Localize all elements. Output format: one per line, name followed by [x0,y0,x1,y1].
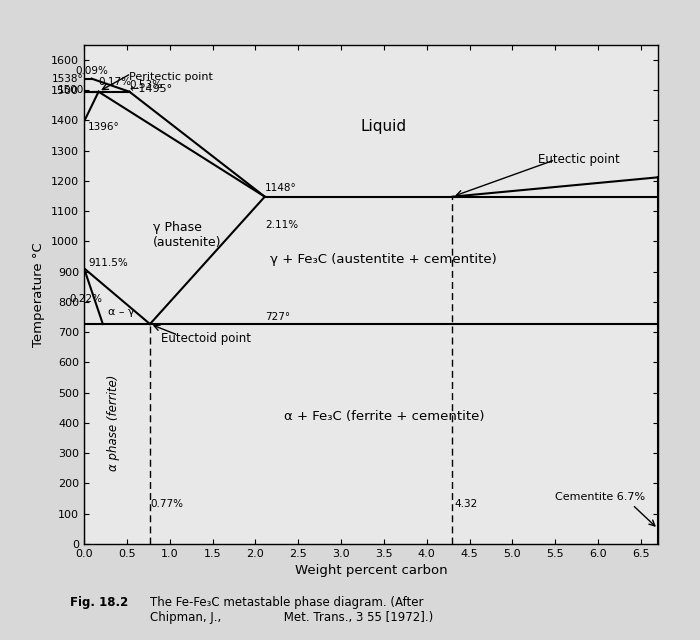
Text: γ + Fe₃C (austentite + cementite): γ + Fe₃C (austentite + cementite) [270,253,497,266]
Text: α + Fe₃C (ferrite + cementite): α + Fe₃C (ferrite + cementite) [284,410,484,424]
Text: Liquid: Liquid [360,119,407,134]
Text: 727°: 727° [265,312,290,322]
X-axis label: Weight percent carbon: Weight percent carbon [295,564,447,577]
Text: 4.32: 4.32 [454,499,477,509]
Text: 0.09%: 0.09% [76,66,108,76]
Text: The Fe-Fe₃C metastable phase diagram. (After
Chipman, J.,      Met. Trans., 3 55: The Fe-Fe₃C metastable phase diagram. (A… [150,596,434,625]
Text: 0.77%: 0.77% [150,499,183,509]
Text: α phase (ferrite): α phase (ferrite) [108,375,120,471]
Text: 1538°: 1538° [52,74,84,84]
Text: Fig. 18.2: Fig. 18.2 [70,596,128,609]
Text: 911.5%: 911.5% [88,258,128,268]
Text: 1396°: 1396° [88,122,120,132]
Text: Eutectoid point: Eutectoid point [161,332,251,345]
Text: Eutectic point: Eutectic point [538,153,620,166]
Text: 1148°: 1148° [265,183,297,193]
Text: 1500: 1500 [57,85,84,95]
Text: γ Phase
(austenite): γ Phase (austenite) [153,221,221,250]
Text: 2.11%: 2.11% [265,220,298,230]
Text: 0.53%: 0.53% [130,80,162,90]
Text: 0.22%: 0.22% [70,294,103,304]
Text: α – γ: α – γ [108,307,134,317]
Text: Peritectic point
←1495°: Peritectic point ←1495° [130,72,214,93]
Text: Cementite 6.7%: Cementite 6.7% [555,492,645,502]
Y-axis label: Temperature °C: Temperature °C [32,242,46,347]
Text: 0.17%: 0.17% [99,77,132,87]
